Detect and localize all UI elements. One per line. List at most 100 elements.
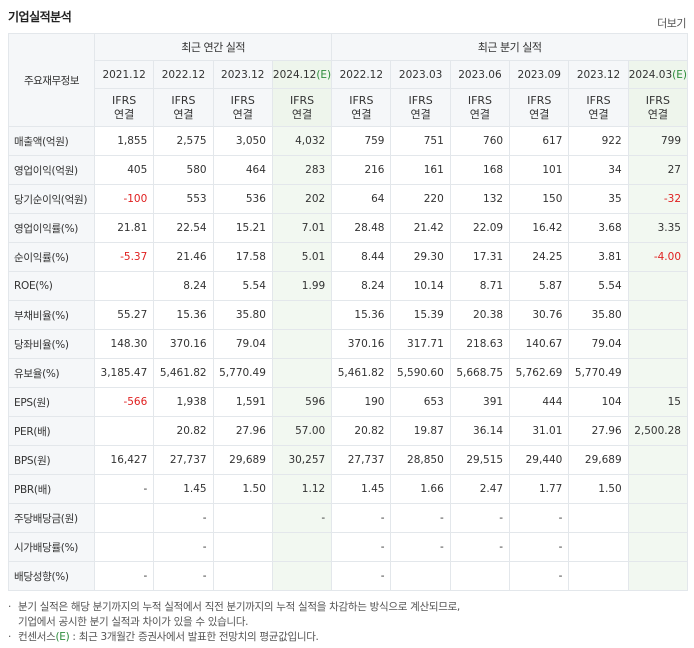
table-cell: 104 bbox=[568, 387, 629, 417]
consolidated-label: 연결 bbox=[114, 107, 135, 121]
table-cell: 922 bbox=[568, 126, 629, 156]
table-cell: 16.42 bbox=[509, 213, 570, 243]
table-cell bbox=[93, 503, 155, 533]
table-cell bbox=[271, 561, 333, 591]
table-cell: 653 bbox=[390, 387, 451, 417]
table-row: 순이익률(%) -5.37 21.46 17.58 5.01 8.44 29.30 17.31… bbox=[8, 242, 689, 272]
table-cell: 5.01 bbox=[271, 242, 333, 272]
row-label: PBR(배) bbox=[8, 474, 95, 504]
table-cell: 1,591 bbox=[212, 387, 273, 417]
table-cell: 35 bbox=[568, 184, 629, 214]
table-cell bbox=[271, 329, 333, 359]
period-header: 2022.12 bbox=[153, 60, 214, 89]
table-cell: 617 bbox=[509, 126, 570, 156]
table-cell: 283 bbox=[271, 155, 333, 185]
table-cell bbox=[212, 561, 273, 591]
period-header: 2024.03(E) bbox=[627, 60, 689, 89]
table-cell: 27,737 bbox=[153, 445, 214, 475]
table-cell: 1.77 bbox=[509, 474, 570, 504]
table-cell bbox=[627, 358, 689, 388]
table-cell: 1.66 bbox=[390, 474, 451, 504]
table-cell: 101 bbox=[509, 155, 570, 185]
table-cell bbox=[212, 503, 273, 533]
table-cell: 8.44 bbox=[331, 242, 392, 272]
period-label: 2022.12 bbox=[161, 68, 206, 81]
more-link[interactable]: 더보기 bbox=[657, 17, 686, 30]
consolidated-label: 연결 bbox=[173, 107, 194, 121]
table-cell: 5.54 bbox=[568, 271, 629, 301]
ifrs-label: IFRS bbox=[467, 93, 493, 107]
table-cell: 36.14 bbox=[449, 416, 511, 446]
period-header: 2023.06 bbox=[449, 60, 511, 89]
table-cell bbox=[271, 300, 333, 330]
ifrs-label: IFRS bbox=[586, 93, 611, 107]
consolidated-label: 연결 bbox=[647, 107, 668, 121]
table-row: 시가배당률(%) - - - - - bbox=[8, 532, 689, 562]
table-cell: -100 bbox=[93, 184, 155, 214]
table-cell: 8.71 bbox=[449, 271, 511, 301]
table-cell: 28.48 bbox=[331, 213, 392, 243]
table-cell: 1.45 bbox=[331, 474, 392, 504]
ifrs-header: IFRS 연결 bbox=[509, 88, 570, 127]
table-cell: 29,689 bbox=[212, 445, 273, 475]
table-cell: 799 bbox=[627, 126, 689, 156]
table-cell: 34 bbox=[568, 155, 629, 185]
table-cell: 20.38 bbox=[449, 300, 511, 330]
table-cell: -5.37 bbox=[93, 242, 155, 272]
table-cell: 28,850 bbox=[390, 445, 451, 475]
table-cell: 5,668.75 bbox=[449, 358, 511, 388]
table-cell: 5,770.49 bbox=[568, 358, 629, 388]
table-cell: 3,185.47 bbox=[93, 358, 155, 388]
table-cell: 29.30 bbox=[390, 242, 451, 272]
table-cell: 17.31 bbox=[449, 242, 511, 272]
table-row: PER(배) 20.82 27.96 57.00 20.82 19.87 36.14 31.0… bbox=[8, 416, 689, 446]
table-cell bbox=[390, 561, 451, 591]
table-cell bbox=[627, 445, 689, 475]
table-cell: 27.96 bbox=[212, 416, 273, 446]
table-cell: - bbox=[509, 503, 570, 533]
table-cell: 759 bbox=[331, 126, 392, 156]
footnotes: 분기 실적은 해당 분기까지의 누적 실적에서 직전 분기까지의 누적 실적을 … bbox=[8, 600, 688, 645]
table-cell: 19.87 bbox=[390, 416, 451, 446]
table-cell bbox=[568, 503, 629, 533]
table-cell: - bbox=[153, 503, 214, 533]
row-label: 당기순이익(억원) bbox=[8, 184, 95, 214]
table-cell: - bbox=[509, 561, 570, 591]
ifrs-label: IFRS bbox=[230, 93, 255, 107]
table-cell: 10.14 bbox=[390, 271, 451, 301]
ifrs-label: IFRS bbox=[171, 93, 196, 107]
table-cell: 150 bbox=[509, 184, 570, 214]
ifrs-header: IFRS 연결 bbox=[153, 88, 214, 127]
row-label: ROE(%) bbox=[8, 271, 95, 301]
estimate-mark: (E) bbox=[672, 68, 687, 81]
consolidated-label: 연결 bbox=[232, 107, 253, 121]
annual-group-header: 최근 연간 실적 bbox=[93, 33, 333, 61]
ifrs-header: IFRS 연결 bbox=[449, 88, 511, 127]
consolidated-label: 연결 bbox=[291, 107, 313, 121]
ifrs-header: IFRS 연결 bbox=[212, 88, 273, 127]
table-cell: 3.68 bbox=[568, 213, 629, 243]
period-header: 2023.12 bbox=[568, 60, 629, 89]
period-label: 2023.06 bbox=[458, 68, 502, 81]
table-row: 영업이익률(%) 21.81 22.54 15.21 7.01 28.48 21.42 22.… bbox=[8, 213, 689, 243]
table-cell bbox=[627, 503, 689, 533]
table-cell: - bbox=[93, 474, 155, 504]
table-cell: 536 bbox=[212, 184, 273, 214]
table-cell: 553 bbox=[153, 184, 214, 214]
period-label: 2024.12 bbox=[272, 68, 317, 81]
row-label: 매출액(억원) bbox=[8, 126, 95, 156]
row-label: 시가배당률(%) bbox=[8, 532, 95, 562]
table-cell: 596 bbox=[271, 387, 333, 417]
table-cell: 1,855 bbox=[93, 126, 155, 156]
table-row: 당좌비율(%) 148.30 370.16 79.04 370.16 317.71 218.… bbox=[8, 329, 689, 359]
footnote-consensus: 컨센서스(E) : 최근 3개월간 증권사에서 발표한 전망치의 평균값입니다. bbox=[8, 630, 688, 645]
table-row: ROE(%) 8.24 5.54 1.99 8.24 10.14 8.71 5.87 5.54 bbox=[8, 271, 689, 301]
table-cell: 24.25 bbox=[509, 242, 570, 272]
row-label: 주당배당금(원) bbox=[8, 503, 95, 533]
period-label: 2024.03 bbox=[628, 68, 673, 81]
table-cell: 132 bbox=[449, 184, 511, 214]
table-cell: 161 bbox=[390, 155, 451, 185]
table-cell: 15 bbox=[627, 387, 689, 417]
table-cell: 57.00 bbox=[271, 416, 333, 446]
table-cell bbox=[568, 532, 629, 562]
